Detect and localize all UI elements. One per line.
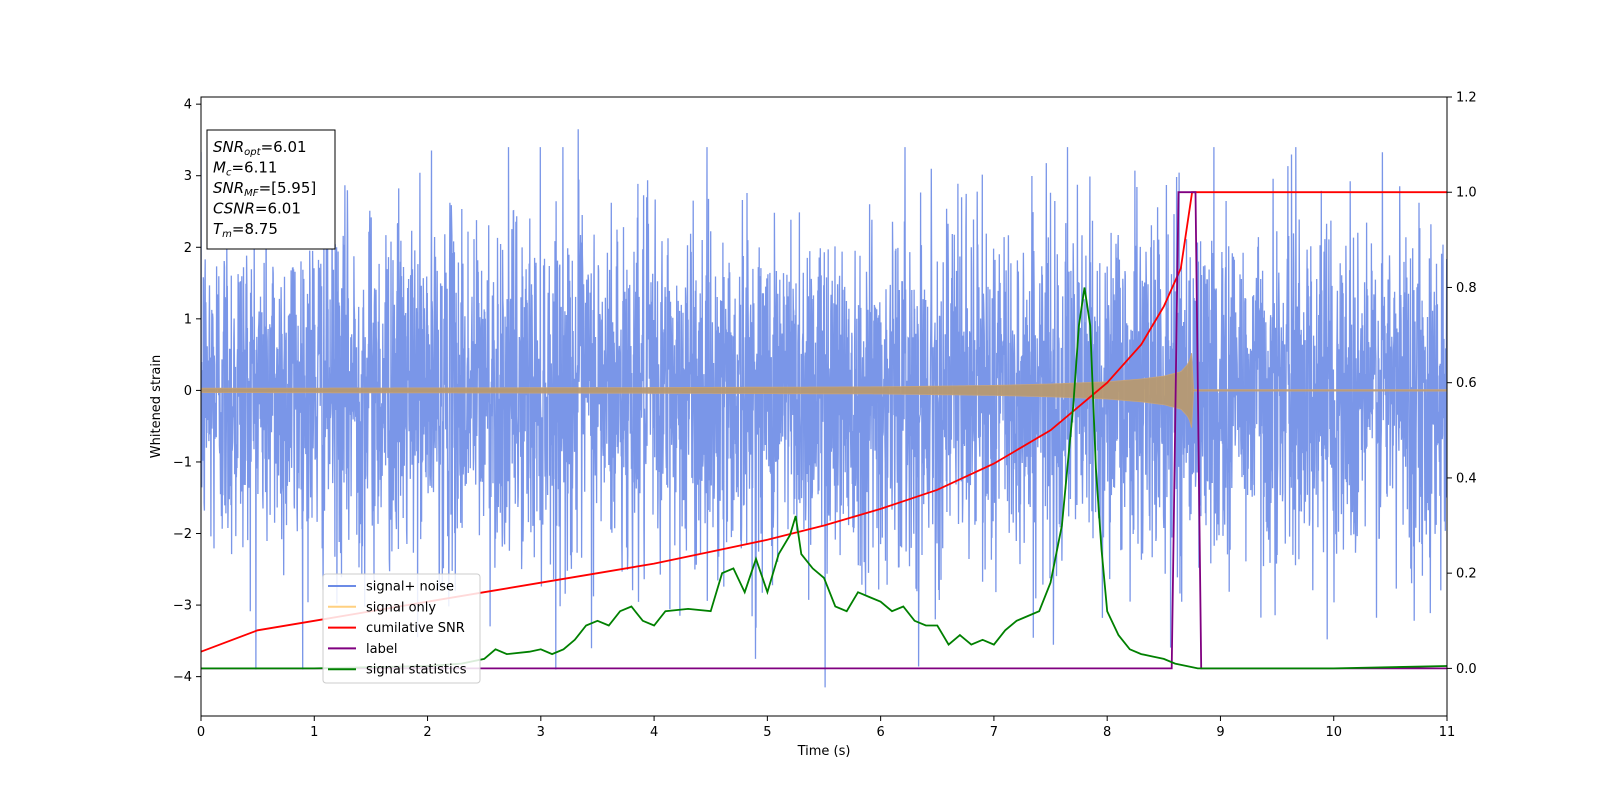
y-axis-label: Whitened strain (149, 355, 164, 458)
legend-label-signal-noise: signal+ noise (366, 580, 454, 595)
series-band-signal-only (201, 352, 1447, 428)
x-tick-label: 8 (1103, 725, 1111, 740)
y-left-tick-label: −2 (173, 527, 192, 542)
x-tick-label: 1 (310, 725, 318, 740)
annotation-line: SNRopt=6.01 (213, 138, 307, 158)
legend-label-label: label (366, 642, 397, 657)
legend-label-signal-statistics: signal statistics (366, 663, 467, 678)
x-tick-label: 4 (650, 725, 658, 740)
y-right-tick-label: 0.0 (1456, 662, 1477, 677)
x-tick-label: 3 (537, 725, 545, 740)
y-left-tick-label: −1 (173, 455, 192, 470)
y-left-tick-label: 4 (184, 98, 192, 113)
y-left-tick-label: −4 (173, 670, 192, 685)
legend-frame (322, 573, 481, 684)
x-tick-label: 9 (1216, 725, 1224, 740)
y-right-tick-label: 0.4 (1456, 471, 1477, 486)
x-axis-label: Time (s) (797, 744, 851, 759)
y-right-tick-label: 0.8 (1456, 281, 1477, 296)
y-left-tick-label: 2 (184, 241, 192, 256)
y-right-tick-label: 1.0 (1456, 186, 1477, 201)
y-left-tick-label: 1 (184, 312, 192, 327)
y-left-tick-label: −3 (173, 599, 192, 614)
plot-area: 0 1 2 3 4 5 6 7 8 9 10 11 −4 −3 −2 −1 0 1 2 3 4 0.0 0.2 0.4 0.6 0… (149, 91, 1477, 760)
plot-frame (200, 96, 1448, 717)
y-left-tick-label: 0 (184, 384, 192, 399)
x-tick-label: 0 (197, 725, 205, 740)
legend-label-cumilative-snr: cumilative SNR (366, 621, 465, 636)
series-line-signal-statistics (201, 287, 1447, 670)
y-right-tick-label: 1.2 (1456, 91, 1477, 106)
annotation-frame (206, 129, 336, 250)
y-left-tick-label: 3 (184, 169, 192, 184)
legend: signal+ noise signal only cumilative SNR la… (322, 573, 481, 684)
annotation-line: Tm=8.75 (213, 220, 278, 240)
y-right-tick-label: 0.6 (1456, 376, 1477, 391)
x-tick-label: 6 (876, 725, 884, 740)
x-tick-label: 2 (423, 725, 431, 740)
x-tick-label: 7 (990, 725, 998, 740)
annotation-line: Mc=6.11 (213, 159, 277, 179)
x-tick-label: 11 (1439, 725, 1456, 740)
y-right-tick-label: 0.2 (1456, 567, 1477, 582)
x-tick-label: 5 (763, 725, 771, 740)
annotation-line: SNRMF=[5.95] (213, 179, 316, 199)
x-tick-label: 10 (1325, 725, 1342, 740)
annotation-line: CSNR=6.01 (213, 200, 301, 218)
legend-label-signal-only: signal only (366, 600, 436, 615)
